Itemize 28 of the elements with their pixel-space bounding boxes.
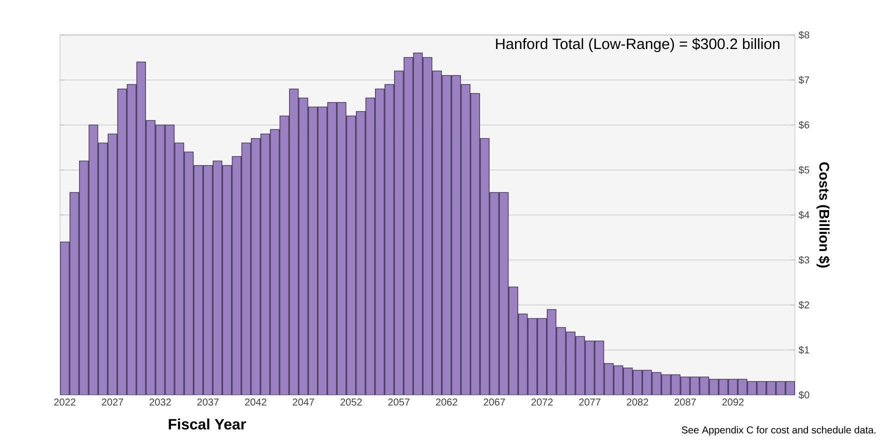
- y-tick-label: $4: [798, 210, 810, 220]
- x-tick-label: 2062: [436, 398, 458, 406]
- y-axis-title: Costs (Billion $): [816, 162, 830, 268]
- y-tick-label: $7: [798, 76, 810, 84]
- x-tick-label: 2027: [102, 398, 124, 406]
- y-tick-label: $0: [798, 390, 810, 400]
- y-tick-label: $8: [798, 30, 810, 40]
- y-tick-label: $2: [798, 300, 810, 310]
- x-tick-label: 2067: [484, 398, 505, 406]
- x-tick-label: 2047: [292, 398, 314, 406]
- y-tick-label: $3: [798, 256, 810, 264]
- x-tick-label: 2022: [54, 398, 76, 406]
- x-tick-label: 2082: [626, 398, 648, 406]
- x-tick-label: 2077: [579, 398, 600, 406]
- x-tick-label: 2032: [150, 398, 171, 406]
- x-tick-label: 2092: [722, 398, 744, 406]
- y-tick-label: $5: [798, 166, 810, 174]
- text: See Appendix C for cost and schedule data.: [682, 426, 876, 436]
- x-tick-label: 2087: [674, 398, 696, 406]
- x-tick-label: 2057: [388, 398, 410, 406]
- chart-title: Hanford Total (Low-Range) = $300.2 billion: [496, 38, 780, 52]
- x-tick-label: 2037: [197, 398, 219, 406]
- y-tick-label: $6: [798, 120, 810, 130]
- x-tick-label: 2052: [340, 398, 362, 406]
- x-tick-label: 2042: [245, 398, 266, 406]
- y-tick-label: $1: [798, 346, 810, 354]
- x-axis-title: Fiscal Year: [168, 418, 246, 430]
- x-tick-label: 2072: [531, 398, 553, 406]
